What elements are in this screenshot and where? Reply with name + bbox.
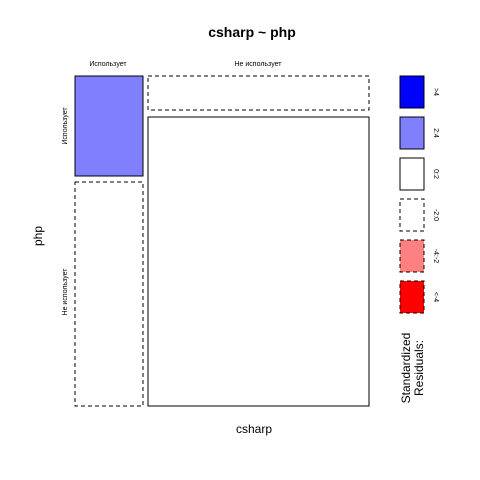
chart-title: csharp ~ php: [208, 24, 296, 40]
legend-label-5: <-4: [432, 292, 439, 302]
mosaic-tile-3: [147, 116, 370, 407]
legend-key-2: [399, 157, 425, 191]
mosaic-tile-1: [74, 181, 144, 407]
mosaic-tiles: [74, 75, 370, 407]
legend-key-1: [399, 116, 425, 150]
legend-title-line-2: Residuals:: [412, 340, 426, 396]
legend-label-4: -4:-2: [432, 249, 439, 264]
legend-key-3: [399, 198, 425, 232]
legend-key-0: [399, 75, 425, 109]
y-category-label-1: Не использует: [62, 268, 69, 316]
mosaic-tile-0: [74, 75, 144, 177]
x-category-label-0: Использует: [89, 61, 127, 68]
x-category-label-1: Не использует: [235, 61, 283, 68]
legend-key-4: [399, 239, 425, 273]
mosaic-tile-2: [147, 75, 370, 111]
y-axis-title: php: [31, 226, 45, 246]
legend-title-line-1: Standardized: [399, 333, 413, 404]
y-category-label-0: Использует: [62, 107, 69, 145]
x-axis-title: csharp: [236, 422, 272, 436]
legend-label-2: 0:2: [432, 169, 439, 179]
residual-legend: >4 2:4 0:2 -2:0 -4:-2 <-4: [399, 75, 439, 314]
legend-label-1: 2:4: [432, 128, 439, 138]
legend-key-5: [399, 280, 425, 314]
legend-label-3: -2:0: [432, 209, 439, 221]
legend-label-0: >4: [432, 88, 439, 96]
